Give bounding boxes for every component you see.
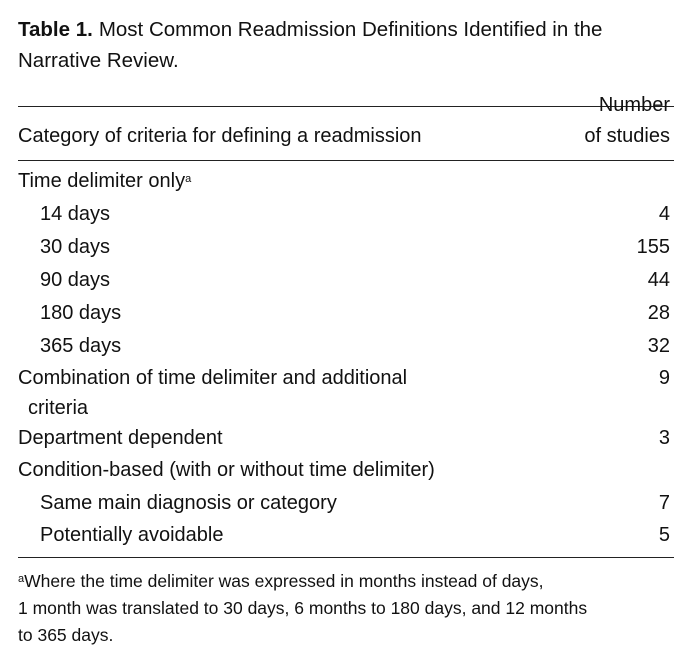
table-row: Same main diagnosis or category 7	[18, 487, 670, 519]
table-row: Condition-based (with or without time de…	[18, 454, 670, 486]
row-label: 180 days	[40, 302, 122, 324]
row-value: 32	[647, 335, 670, 357]
footnote-line: Where the time delimiter was expressed i…	[24, 571, 544, 591]
footnote-line: 1 month was translated to 30 days, 6 mon…	[18, 598, 588, 618]
table-caption: Table 1. Most Common Readmission Definiti…	[18, 14, 678, 76]
table-row: 30 days 155	[18, 231, 670, 263]
column-header-count-line2: of studies	[584, 125, 670, 147]
footnote-line: to 365 days.	[18, 625, 114, 645]
row-label: Department dependent	[18, 427, 223, 449]
top-rule	[18, 106, 674, 107]
row-value: 4	[658, 203, 670, 225]
table-row: 90 days 44	[18, 264, 670, 296]
column-header-count: Number of studies	[584, 90, 670, 152]
row-value: 7	[658, 492, 670, 514]
row-label: 90 days	[40, 269, 111, 291]
row-value: 28	[647, 302, 670, 324]
row-label: 365 days	[40, 335, 122, 357]
table-row: 14 days 4	[18, 198, 670, 230]
footnote-mark: a	[18, 573, 25, 585]
row-label: Same main diagnosis or category	[40, 492, 337, 514]
footnote-mark: a	[185, 173, 192, 185]
row-label: 14 days	[40, 203, 111, 225]
table-footnote: aWhere the time delimiter was expressed …	[18, 568, 678, 649]
row-value: 5	[658, 524, 670, 546]
row-label: Time delimiter only	[18, 170, 186, 192]
table-row: 365 days 32	[18, 330, 670, 362]
row-label: Potentially avoidable	[40, 524, 224, 546]
row-label: Combination of time delimiter and additi…	[18, 367, 408, 389]
row-value: 155	[636, 236, 670, 258]
caption-text: Most Common Readmission Definitions Iden…	[18, 18, 603, 72]
row-label: 30 days	[40, 236, 111, 258]
table-row: Combination of time delimiter and additi…	[18, 362, 670, 422]
table-label: Table 1.	[18, 18, 93, 41]
header-rule	[18, 160, 674, 161]
table-row: Department dependent 3	[18, 422, 670, 454]
row-value: 3	[658, 427, 670, 449]
table-row: Potentially avoidable 5	[18, 519, 670, 551]
row-label: Condition-based (with or without time de…	[18, 459, 435, 481]
table-row: 180 days 28	[18, 297, 670, 329]
row-value: 44	[647, 269, 670, 291]
bottom-rule	[18, 557, 674, 558]
table-row: Time delimiter onlya	[18, 165, 670, 197]
column-header-count-line1: Number	[598, 94, 670, 116]
row-value: 9	[658, 367, 670, 389]
row-label-continued: criteria	[28, 397, 89, 419]
column-header-category: Category of criteria for defining a read…	[18, 125, 422, 147]
